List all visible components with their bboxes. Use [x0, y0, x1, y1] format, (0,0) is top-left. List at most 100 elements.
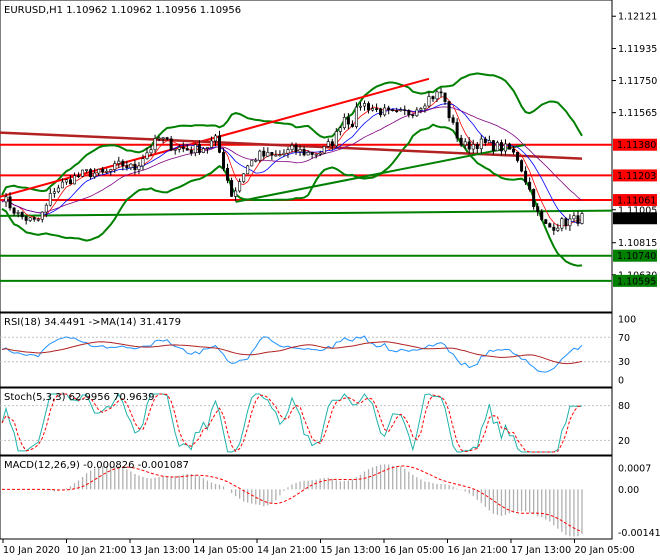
candle-body	[427, 96, 431, 107]
candle-body	[576, 215, 580, 224]
candle-body	[81, 169, 85, 177]
rsi-tick-label: 30	[618, 357, 630, 368]
candle-body	[97, 168, 101, 174]
candle-body	[197, 144, 201, 153]
candle-body	[181, 146, 185, 149]
rsi-tick-label: 100	[618, 315, 636, 326]
candle-body	[375, 108, 379, 110]
time-tick-label: 20 Jan 05:00	[575, 545, 635, 556]
candle-body	[310, 152, 314, 155]
candle-body	[125, 165, 129, 169]
rsi-ma-line	[1, 341, 583, 365]
time-tick-label: 13 Jan 13:00	[130, 545, 190, 556]
chart-header: EURUSD,H1 1.10962 1.10962 1.10956 1.1095…	[4, 5, 241, 16]
candle-body	[274, 154, 278, 157]
candle-body	[294, 145, 298, 153]
candle-body	[544, 219, 548, 224]
candle-body	[40, 211, 44, 220]
time-tick-label: 15 Jan 13:00	[321, 545, 381, 556]
candle-body	[403, 109, 407, 112]
candle-body	[387, 107, 391, 110]
candle-body	[407, 110, 411, 115]
candle-body	[495, 142, 499, 152]
candle-body	[250, 160, 254, 167]
candle-body	[28, 217, 32, 221]
candle-body	[371, 108, 375, 111]
candle-body	[153, 138, 157, 151]
candle-body	[362, 103, 366, 107]
candle-body	[286, 149, 290, 154]
candle-body	[93, 172, 97, 178]
candle-body	[290, 145, 294, 150]
candle-body	[528, 181, 532, 190]
candle-body	[548, 223, 552, 228]
time-tick-label: 10 Jan 21:00	[67, 545, 127, 556]
candle-body	[121, 160, 125, 167]
bollinger-lower-band	[1, 123, 583, 267]
candle-body	[68, 179, 72, 185]
candle-body	[540, 211, 544, 220]
level-price-label: 1.10595	[617, 276, 656, 287]
candle-body	[459, 137, 463, 146]
candle-body	[463, 141, 467, 146]
candle-body	[383, 107, 387, 116]
candle-body	[185, 148, 189, 151]
candle-body	[113, 163, 117, 170]
candle-body	[326, 141, 330, 147]
level-price-label: 1.11203	[617, 171, 656, 182]
candle-body	[117, 160, 121, 164]
candle-body	[580, 213, 584, 224]
level-price-label: 1.11061	[617, 196, 656, 207]
trend-line-rising	[235, 143, 526, 203]
candle-body	[298, 149, 302, 153]
candle-body	[431, 96, 435, 100]
candle-body	[419, 108, 423, 111]
candle-body	[77, 175, 81, 178]
price-tick-label: 1.10815	[618, 238, 657, 249]
candle-body	[44, 204, 48, 213]
level-price-tag	[613, 194, 657, 207]
candle-body	[254, 159, 258, 162]
candle-body	[24, 216, 28, 221]
candle-body	[491, 140, 495, 152]
candle-body	[483, 138, 487, 144]
moving-average-line	[1, 106, 583, 213]
time-tick-label: 17 Jan 13:00	[511, 545, 571, 556]
candle-body	[306, 152, 310, 156]
candle-body	[479, 138, 483, 149]
candle-body	[423, 105, 427, 109]
candle-body	[520, 160, 524, 172]
candle-body	[435, 91, 439, 100]
candle-body	[193, 144, 197, 154]
candle-body	[451, 117, 455, 123]
stoch-tick-label: 20	[618, 436, 630, 447]
time-tick-label: 16 Jan 21:00	[448, 545, 508, 556]
candle-body	[330, 141, 334, 147]
rsi-tick-label: 70	[618, 333, 630, 344]
candle-body	[560, 218, 564, 229]
candle-body	[137, 165, 141, 171]
candle-body	[395, 110, 399, 112]
candle-body	[556, 227, 560, 231]
candle-body	[177, 146, 181, 150]
candle-body	[85, 169, 89, 171]
level-price-label: 1.11380	[617, 140, 656, 151]
price-tick-label: 1.11935	[618, 44, 657, 55]
candle-body	[32, 217, 36, 220]
candle-body	[471, 144, 475, 150]
candle-body	[334, 131, 338, 147]
current-price-label: 1.10956	[617, 214, 656, 225]
candle-body	[503, 143, 507, 152]
candle-body	[173, 149, 177, 151]
candle-body	[322, 146, 326, 154]
candle-body	[201, 148, 205, 153]
level-price-tag	[613, 138, 657, 151]
rsi-tick-label: 0	[618, 376, 624, 387]
candle-body	[270, 152, 274, 156]
candle-body	[157, 137, 161, 140]
candle-body	[258, 150, 262, 161]
candle-body	[507, 143, 511, 150]
candle-body	[218, 135, 222, 153]
candle-body	[73, 175, 77, 185]
stoch-main-line	[1, 393, 583, 453]
